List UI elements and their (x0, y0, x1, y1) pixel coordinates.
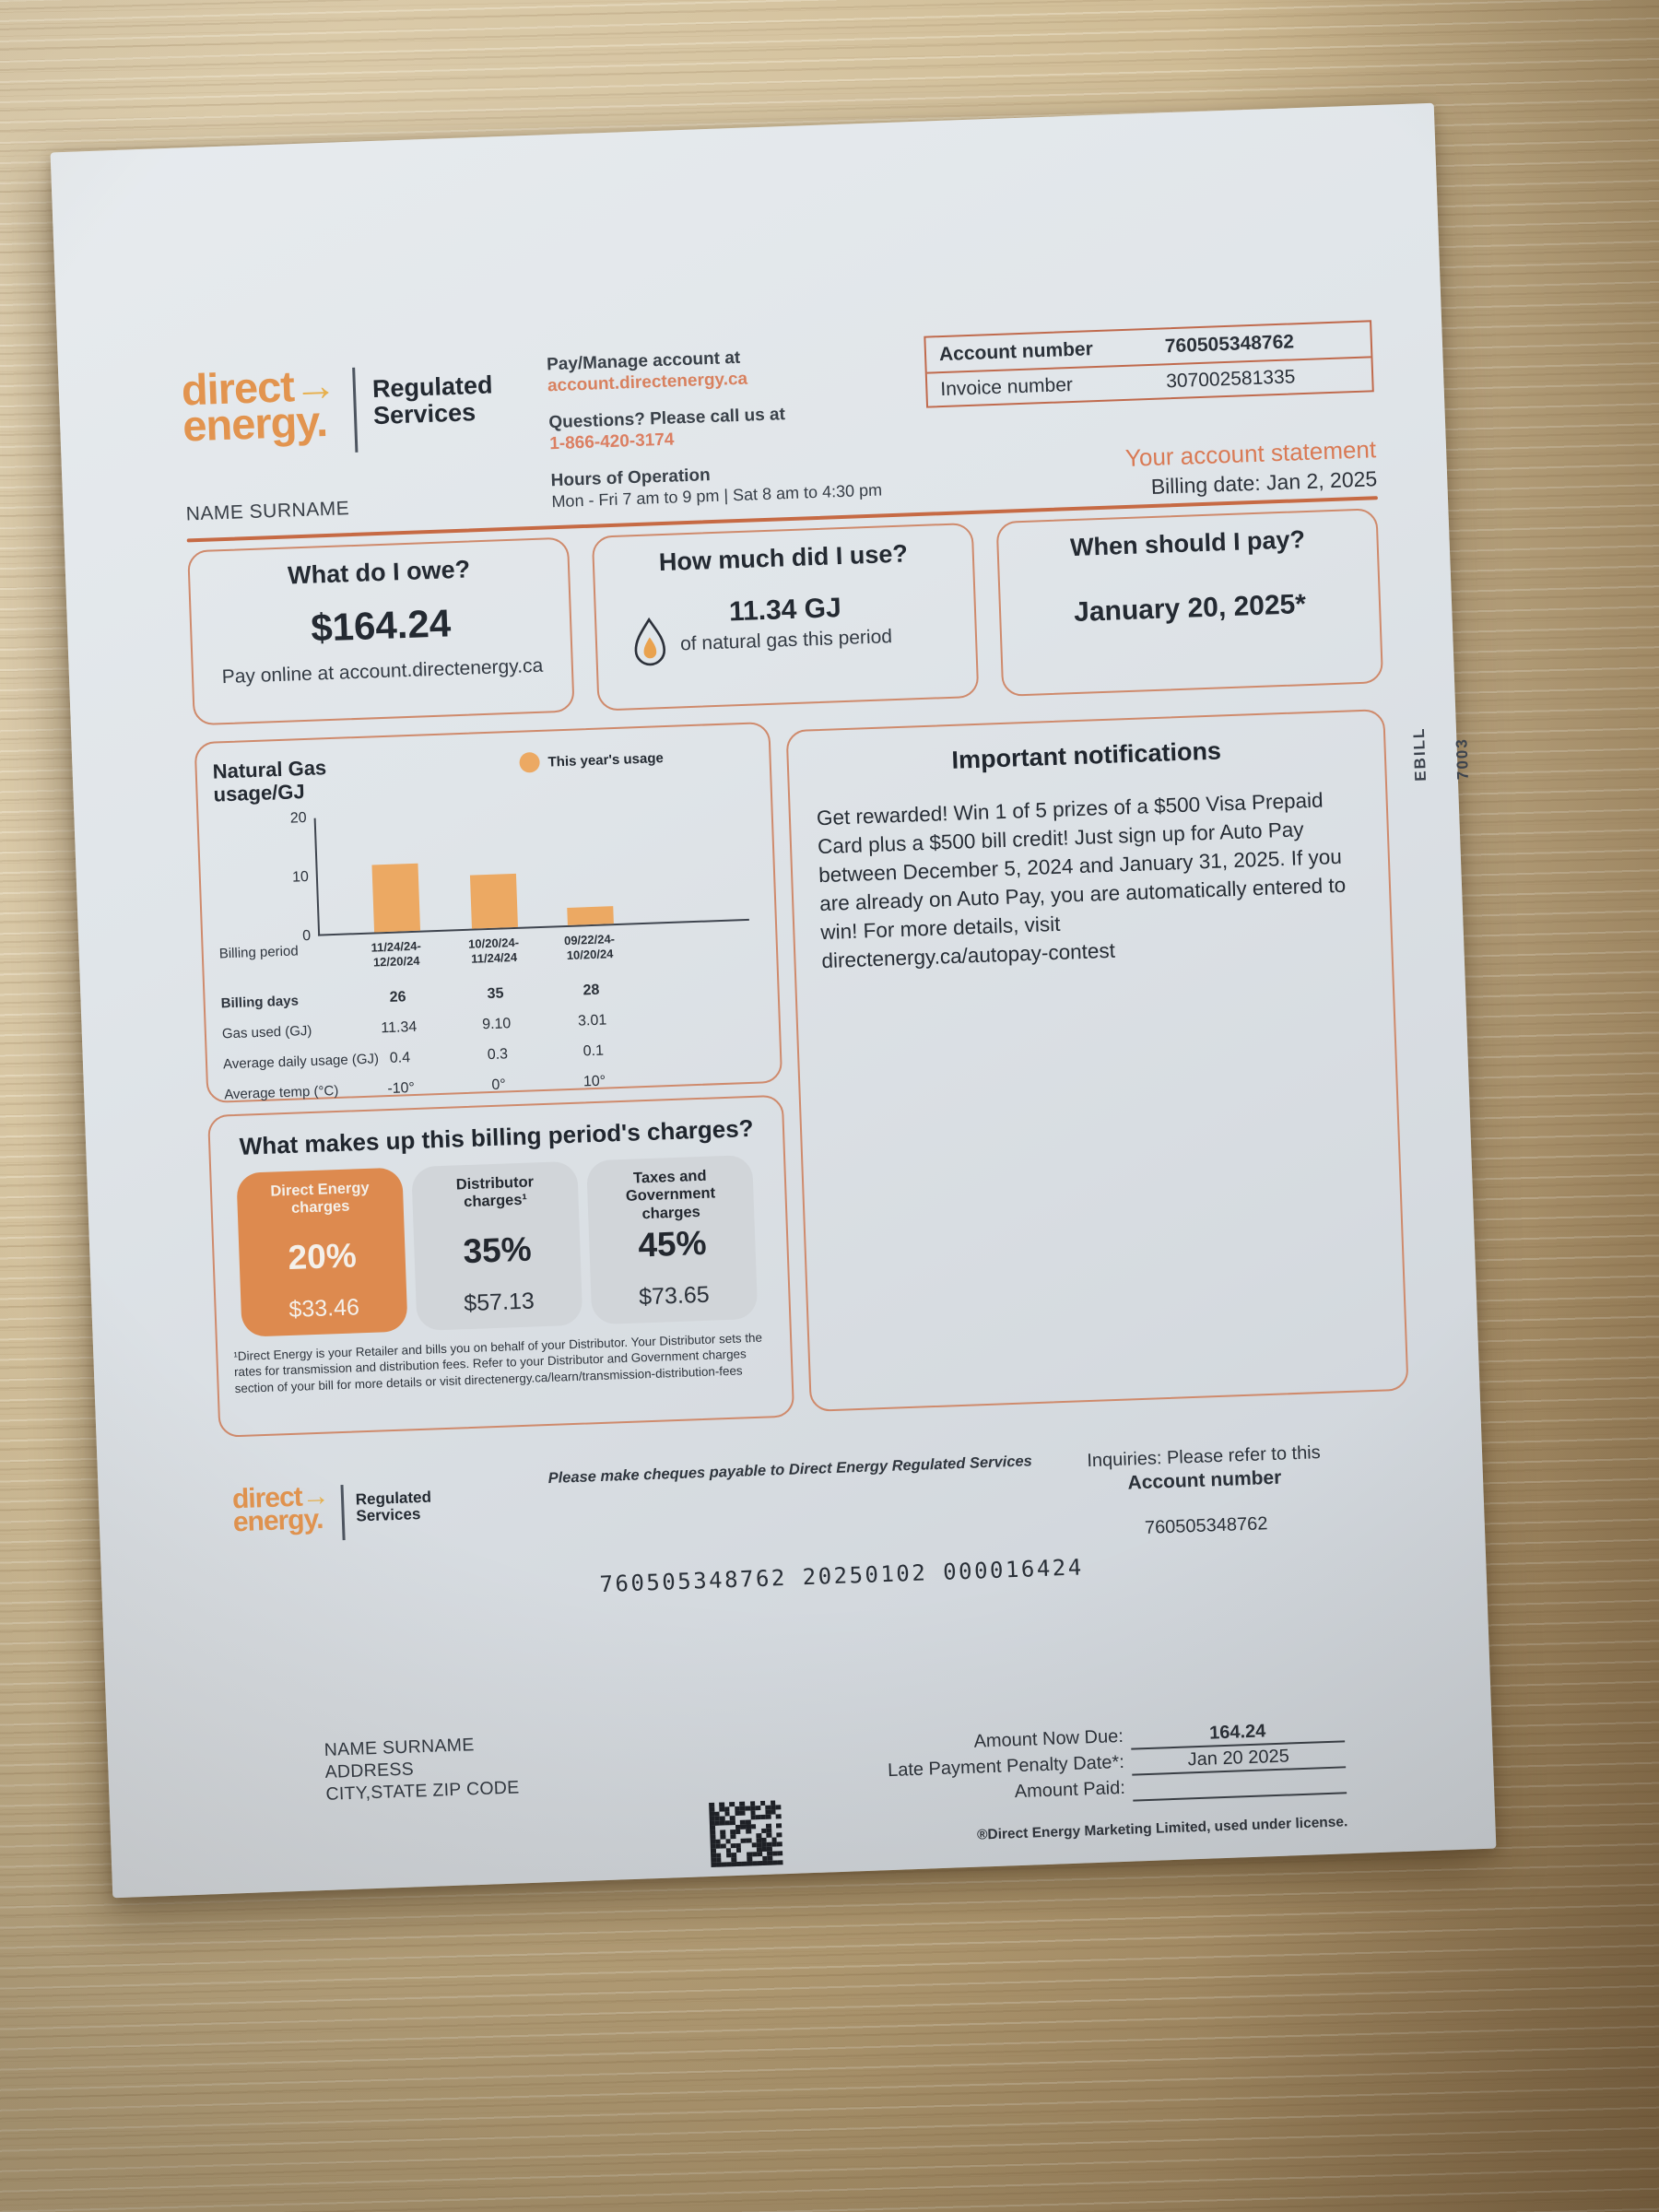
chart-title: Natural Gas usage/GJ (212, 756, 327, 806)
charge-name: Taxes and Government charges (625, 1167, 716, 1223)
pay-by-title: When should I pay? (1069, 525, 1306, 562)
flame-icon (634, 617, 666, 666)
usage-table-cell: 26 (389, 989, 406, 1006)
usage-table-cell: 0° (491, 1077, 507, 1093)
chart-plot: 20 10 0 (290, 802, 749, 944)
ocr-scanline: 760505348762 20250102 000016424 (599, 1554, 1085, 1598)
legend-dot-icon (519, 751, 540, 773)
charge-breakdown-card: Direct Energy charges 20% $33.46 (236, 1167, 408, 1337)
chart-ytick: 10 (291, 868, 310, 886)
notifications-card: Important notifications Get rewarded! Wi… (785, 709, 1409, 1412)
usage-table-row-label: Billing period (218, 943, 299, 962)
owe-note: Pay online at account.directenergy.ca (221, 654, 544, 688)
usage-table-cell: 3.01 (577, 1012, 607, 1030)
account-number-label: Account number (938, 337, 1094, 365)
ebill-edge-label: EBILL 7003 (1403, 512, 1473, 782)
usage-table-cell: 09/22/24- 10/20/24 (563, 932, 616, 963)
usage-table-cell: 11.34 (381, 1018, 418, 1037)
logo-divider (352, 367, 359, 453)
charge-breakdown-card: Distributor charges¹ 35% $57.13 (411, 1160, 583, 1332)
charges-footnote: ¹Direct Energy is your Retailer and bill… (233, 1330, 763, 1396)
chart-bar (469, 873, 518, 929)
bill-page: direct→ energy. Regulated Services NAME … (50, 102, 1497, 1899)
usage-chart-card: Natural Gas usage/GJ This year's usage 2… (194, 721, 783, 1104)
usage-table-cell: -10° (387, 1079, 416, 1098)
inquiries-account-number: 760505348762 (1144, 1513, 1268, 1538)
charge-breakdown-card: Taxes and Government charges 45% $73.65 (586, 1154, 759, 1325)
account-number-value: 760505348762 (1164, 330, 1295, 357)
ebill-label: EBILL (1409, 726, 1430, 782)
charge-name: Direct Energy charges (270, 1179, 370, 1218)
inquiries-block: Inquiries: Please refer to this Account … (1056, 1441, 1354, 1542)
amount-due-row: Amount Now Due: 164.24 (108, 1718, 1346, 1784)
charge-amount: $73.65 (638, 1281, 711, 1311)
usage-table-cell: 9.10 (481, 1016, 512, 1033)
amount-paid-row: Amount Paid: (110, 1770, 1347, 1836)
chart-bar (567, 906, 614, 925)
amount-paid-value (1132, 1770, 1347, 1802)
datamatrix-barcode (709, 1800, 783, 1868)
charge-amount: $33.46 (288, 1294, 360, 1324)
penalty-date-label: Late Payment Penalty Date*: (887, 1751, 1125, 1782)
stub-logo-energy: energy. (232, 1504, 324, 1538)
usage-title: How much did I use? (658, 539, 909, 577)
charges-card: What makes up this billing period's char… (207, 1094, 795, 1438)
mailing-address: NAME SURNAME ADDRESS CITY,STATE ZIP CODE (324, 1733, 520, 1806)
stub-logo-tagline: Regulated Services (355, 1488, 432, 1525)
usage-card: How much did I use? 11.34 GJ of natural … (591, 522, 980, 712)
usage-table-cell: 10° (582, 1073, 606, 1090)
pay-by-date: January 20, 2025* (1073, 589, 1307, 629)
charge-percent: 35% (462, 1230, 533, 1271)
owe-amount: $164.24 (310, 601, 452, 650)
brand-lockup: direct→ energy. Regulated Services (181, 360, 495, 458)
barcode-module (777, 1860, 783, 1865)
penalty-date-row: Late Payment Penalty Date*: Jan 20 2025 (109, 1744, 1347, 1810)
pay-by-card: When should I pay? January 20, 2025* (995, 508, 1384, 697)
usage-table-cell: 11/24/24- 12/20/24 (371, 938, 422, 970)
usage-table-cell: 0.3 (487, 1046, 509, 1064)
charge-percent: 45% (637, 1223, 708, 1265)
logo-word-energy: energy. (182, 396, 328, 451)
usage-table-cell: 28 (582, 982, 600, 999)
usage-table-cell: 0.1 (582, 1042, 605, 1060)
chart-ytick: 20 (289, 809, 307, 827)
charge-name: Distributor charges¹ (455, 1173, 535, 1211)
notifications-title: Important notifications (951, 736, 1222, 774)
chart-legend: This year's usage (519, 747, 664, 773)
trademark-line: ®Direct Energy Marketing Limited, used u… (976, 1814, 1348, 1843)
invoice-number-value: 307002581335 (1165, 365, 1296, 392)
customer-name: NAME SURNAME (185, 498, 350, 525)
charge-percent: 20% (287, 1236, 358, 1277)
notifications-body: Get rewarded! Win 1 of 5 prizes of a $50… (816, 788, 1347, 973)
chart-bar (371, 863, 421, 933)
usage-table-cell: 10/20/24- 11/24/24 (467, 935, 520, 966)
charge-amount: $57.13 (463, 1288, 535, 1317)
direct-energy-logo: direct→ energy. (181, 360, 338, 459)
account-box: Account number 760505348762 Invoice numb… (924, 320, 1374, 408)
usage-table: Billing period 11/24/24- 12/20/24 10/20/24… (196, 724, 769, 1102)
amount-paid-label: Amount Paid: (1014, 1777, 1126, 1803)
usage-table-row-label: Average temp (°C) (223, 1082, 339, 1103)
amount-due-label: Amount Now Due: (973, 1725, 1124, 1752)
usage-table-row-label: Gas used (GJ) (221, 1022, 312, 1042)
usage-table-row-label: Billing days (220, 993, 300, 1012)
charges-title: What makes up this billing period's char… (239, 1113, 755, 1160)
usage-table-cell: 0.4 (389, 1050, 411, 1066)
ebill-code: 7003 (1453, 736, 1472, 781)
usage-table-cell: 35 (487, 985, 504, 1003)
legend-label: This year's usage (547, 749, 665, 771)
logo-tagline: Regulated Services (371, 371, 493, 429)
owe-title: What do I owe? (287, 555, 471, 590)
what-do-i-owe-card: What do I owe? $164.24 Pay online at acc… (187, 536, 575, 726)
invoice-number-label: Invoice number (939, 373, 1074, 400)
